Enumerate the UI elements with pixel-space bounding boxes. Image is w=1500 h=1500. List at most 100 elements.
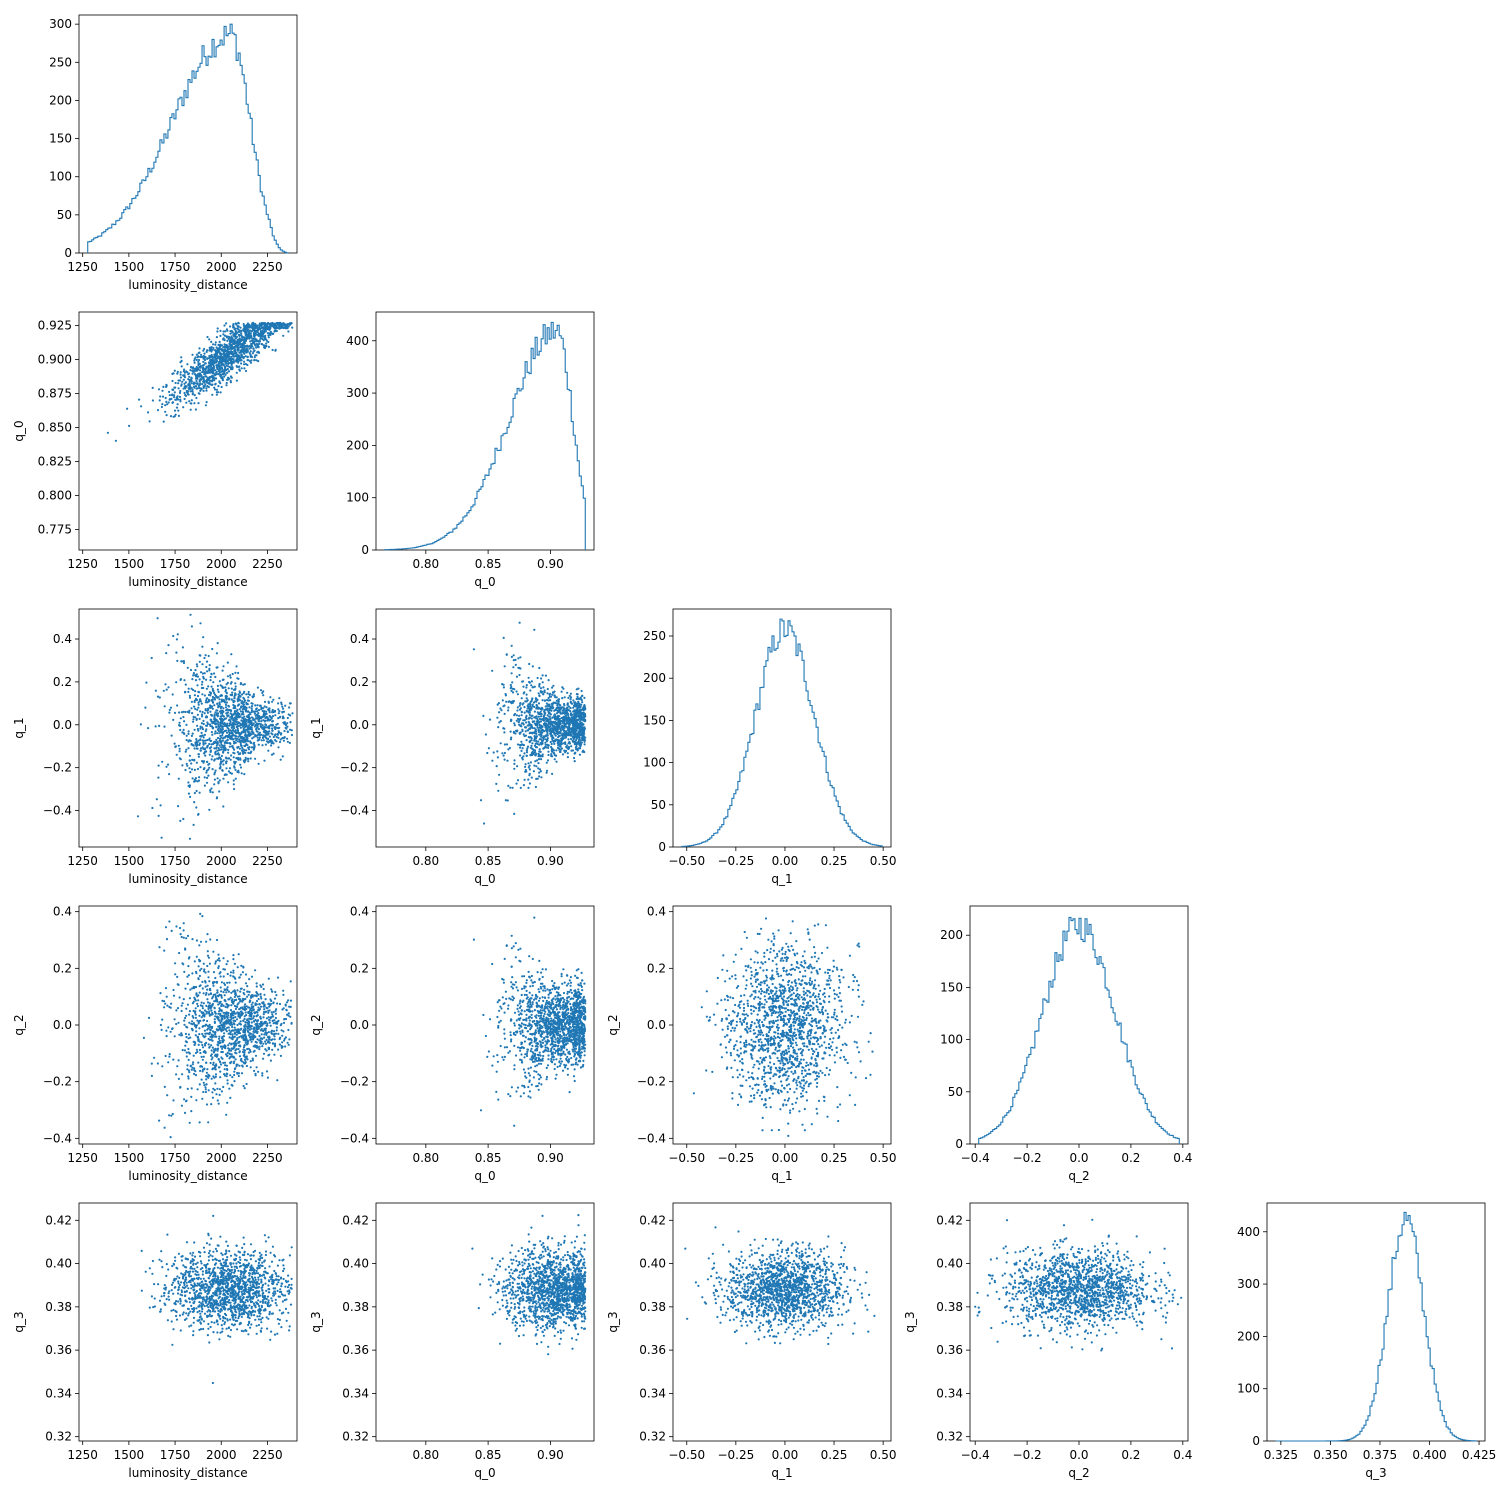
scatter-point [216, 740, 219, 744]
scatter-point [252, 722, 255, 725]
scatter-point [202, 686, 205, 690]
scatter-point [248, 324, 251, 327]
scatter-point [522, 702, 525, 705]
scatter-point [247, 336, 251, 339]
scatter-point [242, 713, 245, 716]
scatter-point [525, 700, 528, 703]
scatter-point [168, 1055, 171, 1058]
scatter-point [165, 400, 168, 403]
scatter-point [272, 742, 275, 745]
scatter-point [528, 724, 531, 727]
scatter-point [572, 756, 576, 760]
scatter-point [566, 756, 570, 759]
scatter-point [567, 696, 570, 700]
scatter-point [216, 327, 219, 330]
scatter-point [582, 719, 585, 722]
scatter-point [266, 737, 269, 740]
scatter-point [558, 725, 561, 728]
scatter-point [240, 701, 243, 705]
scatter-point [254, 1035, 257, 1039]
scatter-point [199, 710, 202, 713]
scatter-point [196, 665, 199, 668]
scatter-point [179, 373, 182, 376]
scatter-point [522, 744, 526, 747]
scatter-point [255, 999, 259, 1003]
scatter-point [551, 755, 554, 758]
x-tick-label: 1250 [67, 557, 98, 571]
scatter-point [187, 781, 190, 784]
scatter-point [161, 760, 164, 763]
scatter-point [253, 718, 256, 722]
scatter-point [269, 696, 272, 699]
scatter-point [533, 739, 536, 742]
scatter-point [194, 716, 197, 719]
scatter-point [189, 365, 193, 369]
scatter-point [203, 385, 206, 388]
scatter-point [165, 414, 168, 417]
scatter-point [217, 725, 220, 728]
scatter-point [202, 360, 205, 363]
scatter-point [191, 972, 194, 975]
scatter-point [210, 718, 213, 722]
y-tick-label: 100 [940, 1033, 963, 1047]
scatter-point [267, 340, 270, 344]
scatter-point [183, 376, 187, 379]
scatter-point [222, 750, 225, 753]
scatter-point [247, 696, 250, 699]
scatter-point [164, 404, 167, 407]
scatter-point [185, 1051, 188, 1054]
scatter-point [291, 326, 294, 329]
scatter-point [538, 733, 541, 736]
scatter-point [258, 340, 261, 343]
scatter-point [528, 713, 531, 717]
scatter-point [555, 696, 558, 699]
scatter-point [205, 699, 208, 702]
scatter-point [213, 759, 216, 762]
scatter-point [243, 352, 246, 355]
scatter-point [207, 685, 210, 688]
scatter-point [238, 341, 242, 344]
scatter-point [195, 396, 198, 400]
scatter-point [179, 678, 182, 682]
scatter-point [183, 1111, 187, 1114]
scatter-point [175, 406, 179, 409]
scatter-point [541, 728, 544, 731]
scatter-point [196, 780, 199, 783]
scatter-point [513, 714, 516, 717]
scatter-point [269, 1059, 272, 1062]
scatter-point [164, 987, 168, 990]
scatter-point [244, 734, 247, 737]
scatter-point [542, 715, 545, 718]
histogram-series-q_1 [681, 618, 883, 848]
scatter-point [199, 382, 202, 385]
scatter-point [520, 714, 523, 717]
scatter-point [216, 714, 219, 717]
scatter-point [189, 369, 192, 372]
scatter-point [178, 379, 182, 382]
scatter-point [274, 990, 277, 994]
scatter-point [268, 707, 271, 710]
scatter-point [226, 378, 229, 381]
scatter-point [550, 750, 554, 753]
scatter-point [287, 330, 290, 333]
scatter-point [266, 332, 270, 335]
scatter-point [225, 734, 228, 738]
scatter-point [238, 359, 241, 362]
scatter-point [256, 710, 259, 713]
scatter-point [248, 347, 251, 350]
scatter-point [205, 389, 208, 392]
scatter-point [559, 704, 562, 707]
scatter-point [205, 387, 208, 390]
y-tick-label: −0.2 [43, 761, 72, 775]
scatter-point [530, 723, 533, 727]
scatter-point [184, 750, 187, 753]
scatter-point [218, 710, 222, 713]
scatter-point [217, 690, 220, 694]
scatter-point [179, 819, 182, 823]
scatter-point [181, 764, 184, 767]
scatter-point [284, 323, 287, 326]
scatter-point [194, 408, 197, 411]
scatter-point [197, 402, 200, 405]
scatter-point [214, 343, 217, 346]
scatter-point [208, 365, 211, 368]
